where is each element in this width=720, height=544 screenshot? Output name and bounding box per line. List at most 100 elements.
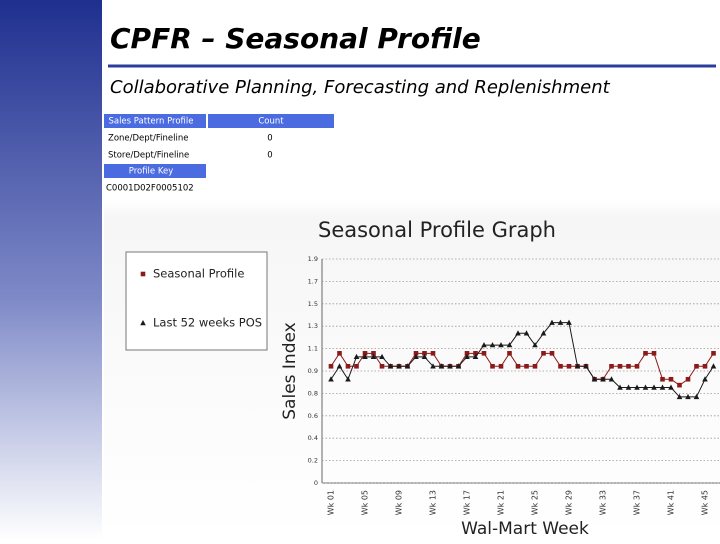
data-point <box>396 363 402 369</box>
data-point <box>685 376 691 382</box>
y-tick-label: 1.7 <box>308 277 318 285</box>
x-tick-label: Wk 21 <box>497 490 506 515</box>
table-header-cell <box>208 114 334 128</box>
data-point <box>574 363 581 369</box>
data-point <box>625 384 632 390</box>
data-point <box>634 384 640 390</box>
data-point <box>609 363 614 369</box>
data-point <box>506 342 513 348</box>
y-tick-label: 1.9 <box>308 255 318 263</box>
y-tick-label: 0.6 <box>308 412 318 420</box>
data-point <box>668 376 674 382</box>
table-header: Profile Key <box>129 167 174 177</box>
table-cell: 0 <box>267 134 272 144</box>
slide-subtitle: Collaborative Planning, Forecasting and … <box>110 77 611 98</box>
data-point <box>608 376 615 382</box>
y-tick-label: 0.9 <box>308 367 318 375</box>
x-tick-label: Wk 41 <box>667 490 676 515</box>
data-point <box>591 376 598 382</box>
data-point <box>566 363 572 369</box>
data-point <box>710 363 717 369</box>
data-point <box>472 353 479 360</box>
data-point <box>404 363 411 369</box>
slide-title: CPFR – Seasonal Profile <box>110 22 481 55</box>
data-point <box>540 330 547 336</box>
data-point <box>379 363 385 369</box>
data-point <box>489 342 496 348</box>
data-point <box>634 363 640 369</box>
data-point <box>140 271 146 277</box>
x-tick-label: Wk 29 <box>565 490 574 515</box>
side-bar <box>0 0 102 540</box>
data-point <box>421 353 428 360</box>
data-point <box>455 363 462 369</box>
series-line <box>330 322 714 398</box>
data-point <box>642 384 649 390</box>
table-header-cell <box>104 164 206 178</box>
data-point <box>328 376 334 382</box>
data-point <box>413 353 419 360</box>
x-tick-label: Wk 37 <box>633 490 642 515</box>
data-point <box>702 363 708 369</box>
y-tick-label: 1.5 <box>308 300 318 308</box>
data-point <box>438 363 445 369</box>
table-header: Sales Pattern Profile <box>108 117 193 127</box>
data-point <box>362 353 368 360</box>
data-point <box>532 363 538 369</box>
data-point <box>626 363 631 369</box>
data-point <box>693 393 700 400</box>
data-point <box>345 363 351 369</box>
data-point <box>659 384 666 390</box>
y-tick-label: 0.8 <box>308 389 318 397</box>
data-point <box>473 351 478 356</box>
data-point <box>336 363 343 369</box>
data-point <box>447 363 453 369</box>
data-point <box>422 351 427 356</box>
data-point <box>507 351 512 356</box>
data-point <box>558 363 563 369</box>
table-cell: Zone/Dept/Fineline <box>108 134 188 144</box>
x-tick-label: Wk 17 <box>463 490 472 515</box>
data-point <box>600 376 606 382</box>
data-point <box>464 353 470 360</box>
chart-area <box>104 200 720 540</box>
data-point <box>362 351 368 356</box>
y-tick-label: 0.4 <box>308 434 318 442</box>
data-point <box>676 393 683 400</box>
data-point <box>583 363 589 369</box>
data-point <box>371 351 376 356</box>
data-point <box>523 330 530 336</box>
data-point <box>643 351 648 356</box>
y-tick-label: 1.3 <box>308 322 318 330</box>
data-point <box>481 342 487 348</box>
chart-title: Seasonal Profile Graph <box>318 218 556 242</box>
data-point <box>617 363 623 369</box>
x-tick-label: Wk 45 <box>701 490 710 515</box>
table-header: Count <box>258 117 284 127</box>
y-tick-label: 1.1 <box>308 345 318 353</box>
data-point <box>430 363 436 369</box>
x-tick-label: Wk 33 <box>599 490 608 515</box>
data-point <box>328 363 334 369</box>
data-point <box>515 330 521 336</box>
data-point <box>498 363 504 369</box>
table-cell: Store/Dept/Fineline <box>108 151 189 161</box>
table-header-cell <box>104 114 206 128</box>
x-axis-label: Wal-Mart Week <box>461 519 589 539</box>
data-point <box>337 351 342 356</box>
data-point <box>413 351 419 356</box>
data-point <box>140 320 146 326</box>
data-point <box>660 376 665 382</box>
data-point <box>617 384 623 390</box>
data-point <box>694 363 699 369</box>
y-tick-label: 0 <box>314 479 318 487</box>
data-point <box>387 363 394 369</box>
data-point <box>370 353 377 360</box>
table-cell: 0 <box>267 151 272 161</box>
x-tick-label: Wk 05 <box>361 490 370 515</box>
data-point <box>685 393 691 400</box>
data-point <box>651 384 657 390</box>
data-point <box>549 319 555 325</box>
data-point <box>490 363 495 369</box>
